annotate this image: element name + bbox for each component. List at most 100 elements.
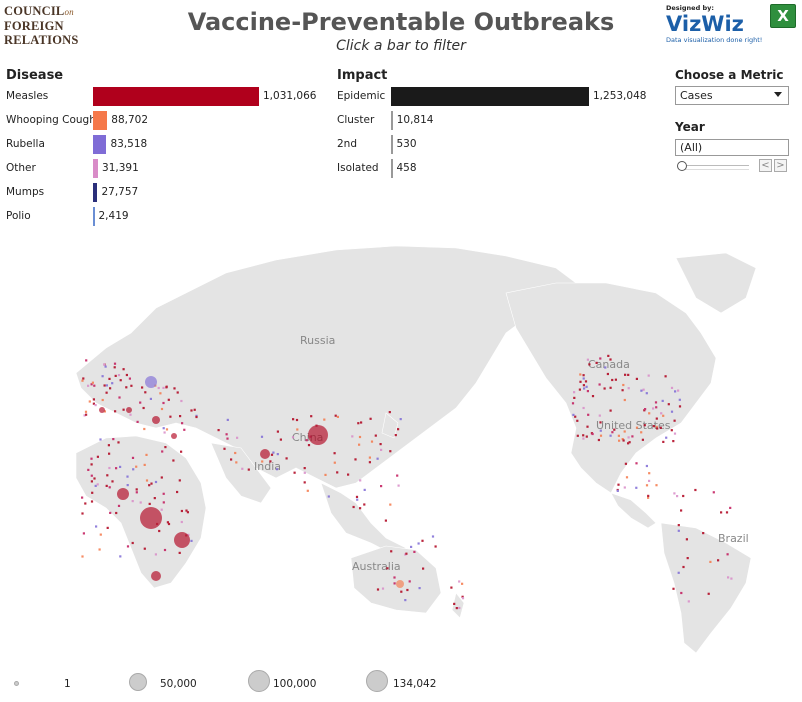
outbreak-marker[interactable]: [617, 483, 620, 486]
outbreak-marker[interactable]: [628, 441, 631, 444]
outbreak-marker[interactable]: [180, 450, 183, 453]
outbreak-marker[interactable]: [572, 413, 575, 416]
outbreak-marker[interactable]: [599, 434, 603, 437]
outbreak-marker[interactable]: [461, 595, 464, 598]
outbreak-marker[interactable]: [105, 384, 108, 387]
outbreak-marker[interactable]: [160, 476, 163, 479]
outbreak-marker[interactable]: [374, 434, 377, 437]
disease-row[interactable]: Measles 1,031,066: [6, 87, 336, 107]
outbreak-marker[interactable]: [143, 427, 146, 431]
outbreak-marker[interactable]: [618, 439, 621, 442]
outbreak-marker[interactable]: [113, 362, 117, 365]
outbreak-marker[interactable]: [303, 471, 306, 474]
impact-bar[interactable]: [391, 135, 393, 154]
outbreak-marker[interactable]: [453, 602, 456, 605]
outbreak-marker[interactable]: [117, 441, 120, 444]
outbreak-marker[interactable]: [84, 410, 88, 413]
outbreak-marker[interactable]: [584, 380, 588, 383]
outbreak-marker[interactable]: [90, 480, 93, 483]
outbreak-marker[interactable]: [135, 465, 138, 468]
outbreak-marker[interactable]: [119, 555, 122, 558]
outbreak-marker[interactable]: [106, 526, 109, 529]
outbreak-marker[interactable]: [270, 453, 274, 456]
outbreak-marker[interactable]: [144, 391, 147, 394]
outbreak-marker[interactable]: [139, 501, 142, 504]
outbreak-marker[interactable]: [647, 496, 650, 499]
outbreak-marker[interactable]: [631, 435, 634, 438]
impact-bar[interactable]: [391, 87, 589, 106]
outbreak-marker[interactable]: [623, 486, 626, 489]
disease-row[interactable]: Other 31,391: [6, 159, 336, 179]
outbreak-marker[interactable]: [103, 363, 106, 366]
outbreak-marker[interactable]: [99, 533, 102, 536]
outbreak-marker[interactable]: [627, 442, 630, 445]
outbreak-marker[interactable]: [576, 434, 579, 437]
outbreak-marker[interactable]: [145, 453, 148, 456]
outbreak-marker[interactable]: [673, 419, 676, 422]
outbreak-marker[interactable]: [672, 587, 675, 590]
outbreak-marker[interactable]: [644, 408, 647, 411]
outbreak-marker[interactable]: [390, 550, 393, 553]
outbreak-marker[interactable]: [623, 430, 626, 433]
outbreak-marker[interactable]: [99, 438, 102, 441]
outbreak-marker[interactable]: [351, 435, 354, 438]
outbreak-marker[interactable]: [678, 405, 682, 408]
outbreak-marker[interactable]: [336, 471, 339, 474]
outbreak-marker[interactable]: [167, 522, 171, 526]
outbreak-marker[interactable]: [162, 492, 165, 495]
outbreak-marker[interactable]: [108, 486, 111, 489]
outbreak-marker[interactable]: [397, 484, 400, 487]
outbreak-marker[interactable]: [677, 524, 680, 527]
outbreak-marker[interactable]: [397, 428, 400, 431]
outbreak-marker[interactable]: [276, 468, 279, 471]
outbreak-marker[interactable]: [458, 606, 461, 610]
outbreak-marker[interactable]: [621, 389, 624, 392]
outbreak-marker[interactable]: [91, 381, 94, 384]
outbreak-marker[interactable]: [582, 384, 585, 387]
outbreak-marker[interactable]: [183, 428, 186, 431]
outbreak-marker-large[interactable]: [99, 407, 105, 413]
outbreak-marker[interactable]: [622, 439, 625, 442]
outbreak-marker[interactable]: [648, 479, 651, 482]
outbreak-marker[interactable]: [359, 479, 362, 482]
outbreak-marker[interactable]: [261, 460, 264, 463]
outbreak-marker[interactable]: [234, 451, 237, 455]
outbreak-marker[interactable]: [358, 443, 361, 446]
outbreak-marker[interactable]: [90, 500, 94, 503]
outbreak-marker[interactable]: [673, 432, 677, 435]
outbreak-marker[interactable]: [327, 495, 330, 498]
outbreak-marker[interactable]: [160, 508, 163, 511]
outbreak-marker[interactable]: [450, 586, 453, 589]
outbreak-marker[interactable]: [169, 415, 172, 418]
outbreak-marker[interactable]: [685, 538, 688, 541]
outbreak-marker[interactable]: [579, 373, 582, 376]
outbreak-marker[interactable]: [310, 415, 313, 418]
outbreak-marker[interactable]: [686, 557, 689, 560]
outbreak-marker[interactable]: [670, 386, 674, 389]
outbreak-marker[interactable]: [582, 374, 585, 377]
outbreak-marker[interactable]: [597, 438, 600, 442]
outbreak-marker[interactable]: [396, 474, 399, 477]
outbreak-marker[interactable]: [389, 450, 392, 453]
outbreak-marker[interactable]: [607, 354, 610, 357]
outbreak-marker[interactable]: [148, 502, 151, 505]
outbreak-marker[interactable]: [187, 533, 190, 536]
outbreak-marker[interactable]: [647, 494, 650, 497]
outbreak-marker[interactable]: [368, 461, 371, 464]
outbreak-marker[interactable]: [135, 491, 138, 494]
outbreak-marker[interactable]: [380, 485, 383, 488]
excel-icon[interactable]: X: [770, 4, 796, 28]
outbreak-marker[interactable]: [586, 358, 589, 361]
outbreak-marker[interactable]: [96, 455, 99, 458]
outbreak-marker[interactable]: [126, 475, 129, 478]
outbreak-marker[interactable]: [303, 481, 306, 484]
outbreak-marker-large[interactable]: [308, 425, 328, 445]
outbreak-marker[interactable]: [236, 436, 239, 439]
outbreak-marker[interactable]: [119, 465, 122, 468]
outbreak-marker[interactable]: [461, 582, 464, 585]
impact-row[interactable]: Isolated 458: [337, 159, 667, 179]
outbreak-marker[interactable]: [611, 378, 614, 382]
outbreak-map[interactable]: Russia Canada China India United States …: [36, 238, 802, 658]
outbreak-marker[interactable]: [113, 366, 116, 369]
outbreak-marker[interactable]: [161, 450, 164, 453]
